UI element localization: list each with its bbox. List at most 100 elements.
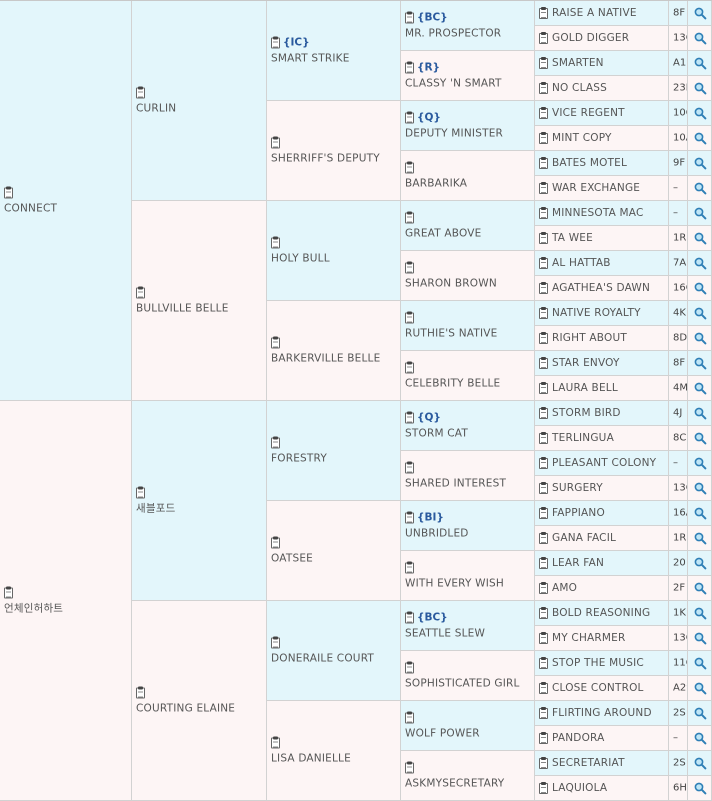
clipboard-icon[interactable] [539, 706, 548, 719]
magnifier-icon[interactable] [693, 606, 707, 620]
clipboard-icon[interactable] [539, 656, 548, 669]
clipboard-icon[interactable] [539, 756, 548, 769]
horse-name-link[interactable]: MY CHARMER [552, 632, 626, 644]
magnifier-icon[interactable] [693, 431, 707, 445]
magnifier-icon[interactable] [693, 206, 707, 220]
magnifier-icon[interactable] [693, 356, 707, 370]
clipboard-icon[interactable] [539, 331, 548, 344]
horse-name-link[interactable]: WAR EXCHANGE [552, 182, 641, 194]
horse-name-link[interactable]: VICE REGENT [552, 107, 625, 119]
clipboard-icon[interactable] [405, 161, 414, 173]
horse-name-link[interactable]: DONERAILE COURT [271, 652, 375, 664]
horse-name-link[interactable]: AMO [552, 582, 578, 594]
magnifier-icon[interactable] [693, 756, 707, 770]
clipboard-icon[interactable] [539, 431, 548, 444]
horse-name-link[interactable]: STORM BIRD [552, 407, 621, 419]
magnifier-icon[interactable] [693, 306, 707, 320]
clipboard-icon[interactable] [539, 731, 548, 744]
clipboard-icon[interactable] [405, 461, 414, 473]
horse-name-link[interactable]: LEAR FAN [552, 557, 605, 569]
horse-name-link[interactable]: MINNESOTA MAC [552, 207, 644, 219]
clipboard-icon[interactable] [405, 111, 414, 123]
clipboard-icon[interactable] [539, 556, 548, 569]
magnifier-icon[interactable] [693, 281, 707, 295]
clipboard-icon[interactable] [539, 381, 548, 394]
horse-name-link[interactable]: CONNECT [4, 202, 58, 214]
horse-name-link[interactable]: CLOSE CONTROL [552, 682, 644, 694]
magnifier-icon[interactable] [693, 131, 707, 145]
clipboard-icon[interactable] [539, 256, 548, 269]
clipboard-icon[interactable] [539, 631, 548, 644]
clipboard-icon[interactable] [539, 31, 548, 44]
magnifier-icon[interactable] [693, 506, 707, 520]
clipboard-icon[interactable] [539, 581, 548, 594]
clipboard-icon[interactable] [405, 411, 414, 423]
horse-name-link[interactable]: BULLVILLE BELLE [136, 302, 229, 314]
magnifier-icon[interactable] [693, 181, 707, 195]
horse-name-link[interactable]: DEPUTY MINISTER [405, 127, 504, 139]
horse-name-link[interactable]: GANA FACIL [552, 532, 617, 544]
horse-name-link[interactable]: SHARED INTEREST [405, 477, 507, 489]
magnifier-icon[interactable] [693, 331, 707, 345]
clipboard-icon[interactable] [271, 136, 280, 148]
horse-name-link[interactable]: GREAT ABOVE [405, 227, 482, 239]
clipboard-icon[interactable] [136, 286, 145, 298]
horse-name-link[interactable]: NATIVE ROYALTY [552, 307, 641, 319]
clipboard-icon[interactable] [271, 536, 280, 548]
magnifier-icon[interactable] [693, 81, 707, 95]
clipboard-icon[interactable] [271, 336, 280, 348]
clipboard-icon[interactable] [539, 56, 548, 69]
horse-name-link[interactable]: SURGERY [552, 482, 603, 494]
horse-name-link[interactable]: LAURA BELL [552, 382, 618, 394]
horse-name-link[interactable]: 새블포드 [136, 502, 176, 514]
magnifier-icon[interactable] [693, 581, 707, 595]
clipboard-icon[interactable] [539, 781, 548, 794]
clipboard-icon[interactable] [539, 456, 548, 469]
horse-name-link[interactable]: BATES MOTEL [552, 157, 628, 169]
clipboard-icon[interactable] [271, 36, 280, 48]
clipboard-icon[interactable] [539, 131, 548, 144]
horse-name-link[interactable]: WITH EVERY WISH [405, 577, 504, 589]
clipboard-icon[interactable] [539, 231, 548, 244]
clipboard-icon[interactable] [539, 506, 548, 519]
horse-name-link[interactable]: 언체인허하트 [4, 602, 64, 614]
clipboard-icon[interactable] [539, 181, 548, 194]
magnifier-icon[interactable] [693, 656, 707, 670]
horse-name-link[interactable]: SEATTLE SLEW [405, 627, 486, 639]
horse-name-link[interactable]: SMART STRIKE [271, 52, 350, 64]
magnifier-icon[interactable] [693, 681, 707, 695]
clipboard-icon[interactable] [405, 211, 414, 223]
clipboard-icon[interactable] [136, 686, 145, 698]
horse-name-link[interactable]: TERLINGUA [552, 432, 614, 444]
clipboard-icon[interactable] [539, 81, 548, 94]
horse-name-link[interactable]: BOLD REASONING [552, 607, 651, 619]
clipboard-icon[interactable] [271, 736, 280, 748]
magnifier-icon[interactable] [693, 731, 707, 745]
clipboard-icon[interactable] [405, 711, 414, 723]
magnifier-icon[interactable] [693, 256, 707, 270]
clipboard-icon[interactable] [405, 761, 414, 773]
clipboard-icon[interactable] [405, 561, 414, 573]
magnifier-icon[interactable] [693, 631, 707, 645]
horse-name-link[interactable]: MINT COPY [552, 132, 612, 144]
clipboard-icon[interactable] [539, 281, 548, 294]
magnifier-icon[interactable] [693, 156, 707, 170]
horse-name-link[interactable]: PANDORA [552, 732, 605, 744]
clipboard-icon[interactable] [405, 311, 414, 323]
clipboard-icon[interactable] [539, 156, 548, 169]
horse-name-link[interactable]: SMARTEN [552, 57, 604, 69]
horse-name-link[interactable]: SHERRIFF'S DEPUTY [271, 152, 380, 164]
clipboard-icon[interactable] [405, 361, 414, 373]
clipboard-icon[interactable] [405, 511, 414, 523]
magnifier-icon[interactable] [693, 456, 707, 470]
horse-name-link[interactable]: AL HATTAB [552, 257, 611, 269]
magnifier-icon[interactable] [693, 106, 707, 120]
magnifier-icon[interactable] [693, 231, 707, 245]
magnifier-icon[interactable] [693, 406, 707, 420]
clipboard-icon[interactable] [405, 661, 414, 673]
horse-name-link[interactable]: BARKERVILLE BELLE [271, 352, 381, 364]
horse-name-link[interactable]: FLIRTING AROUND [552, 707, 652, 719]
horse-name-link[interactable]: SECRETARIAT [552, 757, 625, 769]
clipboard-icon[interactable] [271, 636, 280, 648]
clipboard-icon[interactable] [539, 106, 548, 119]
